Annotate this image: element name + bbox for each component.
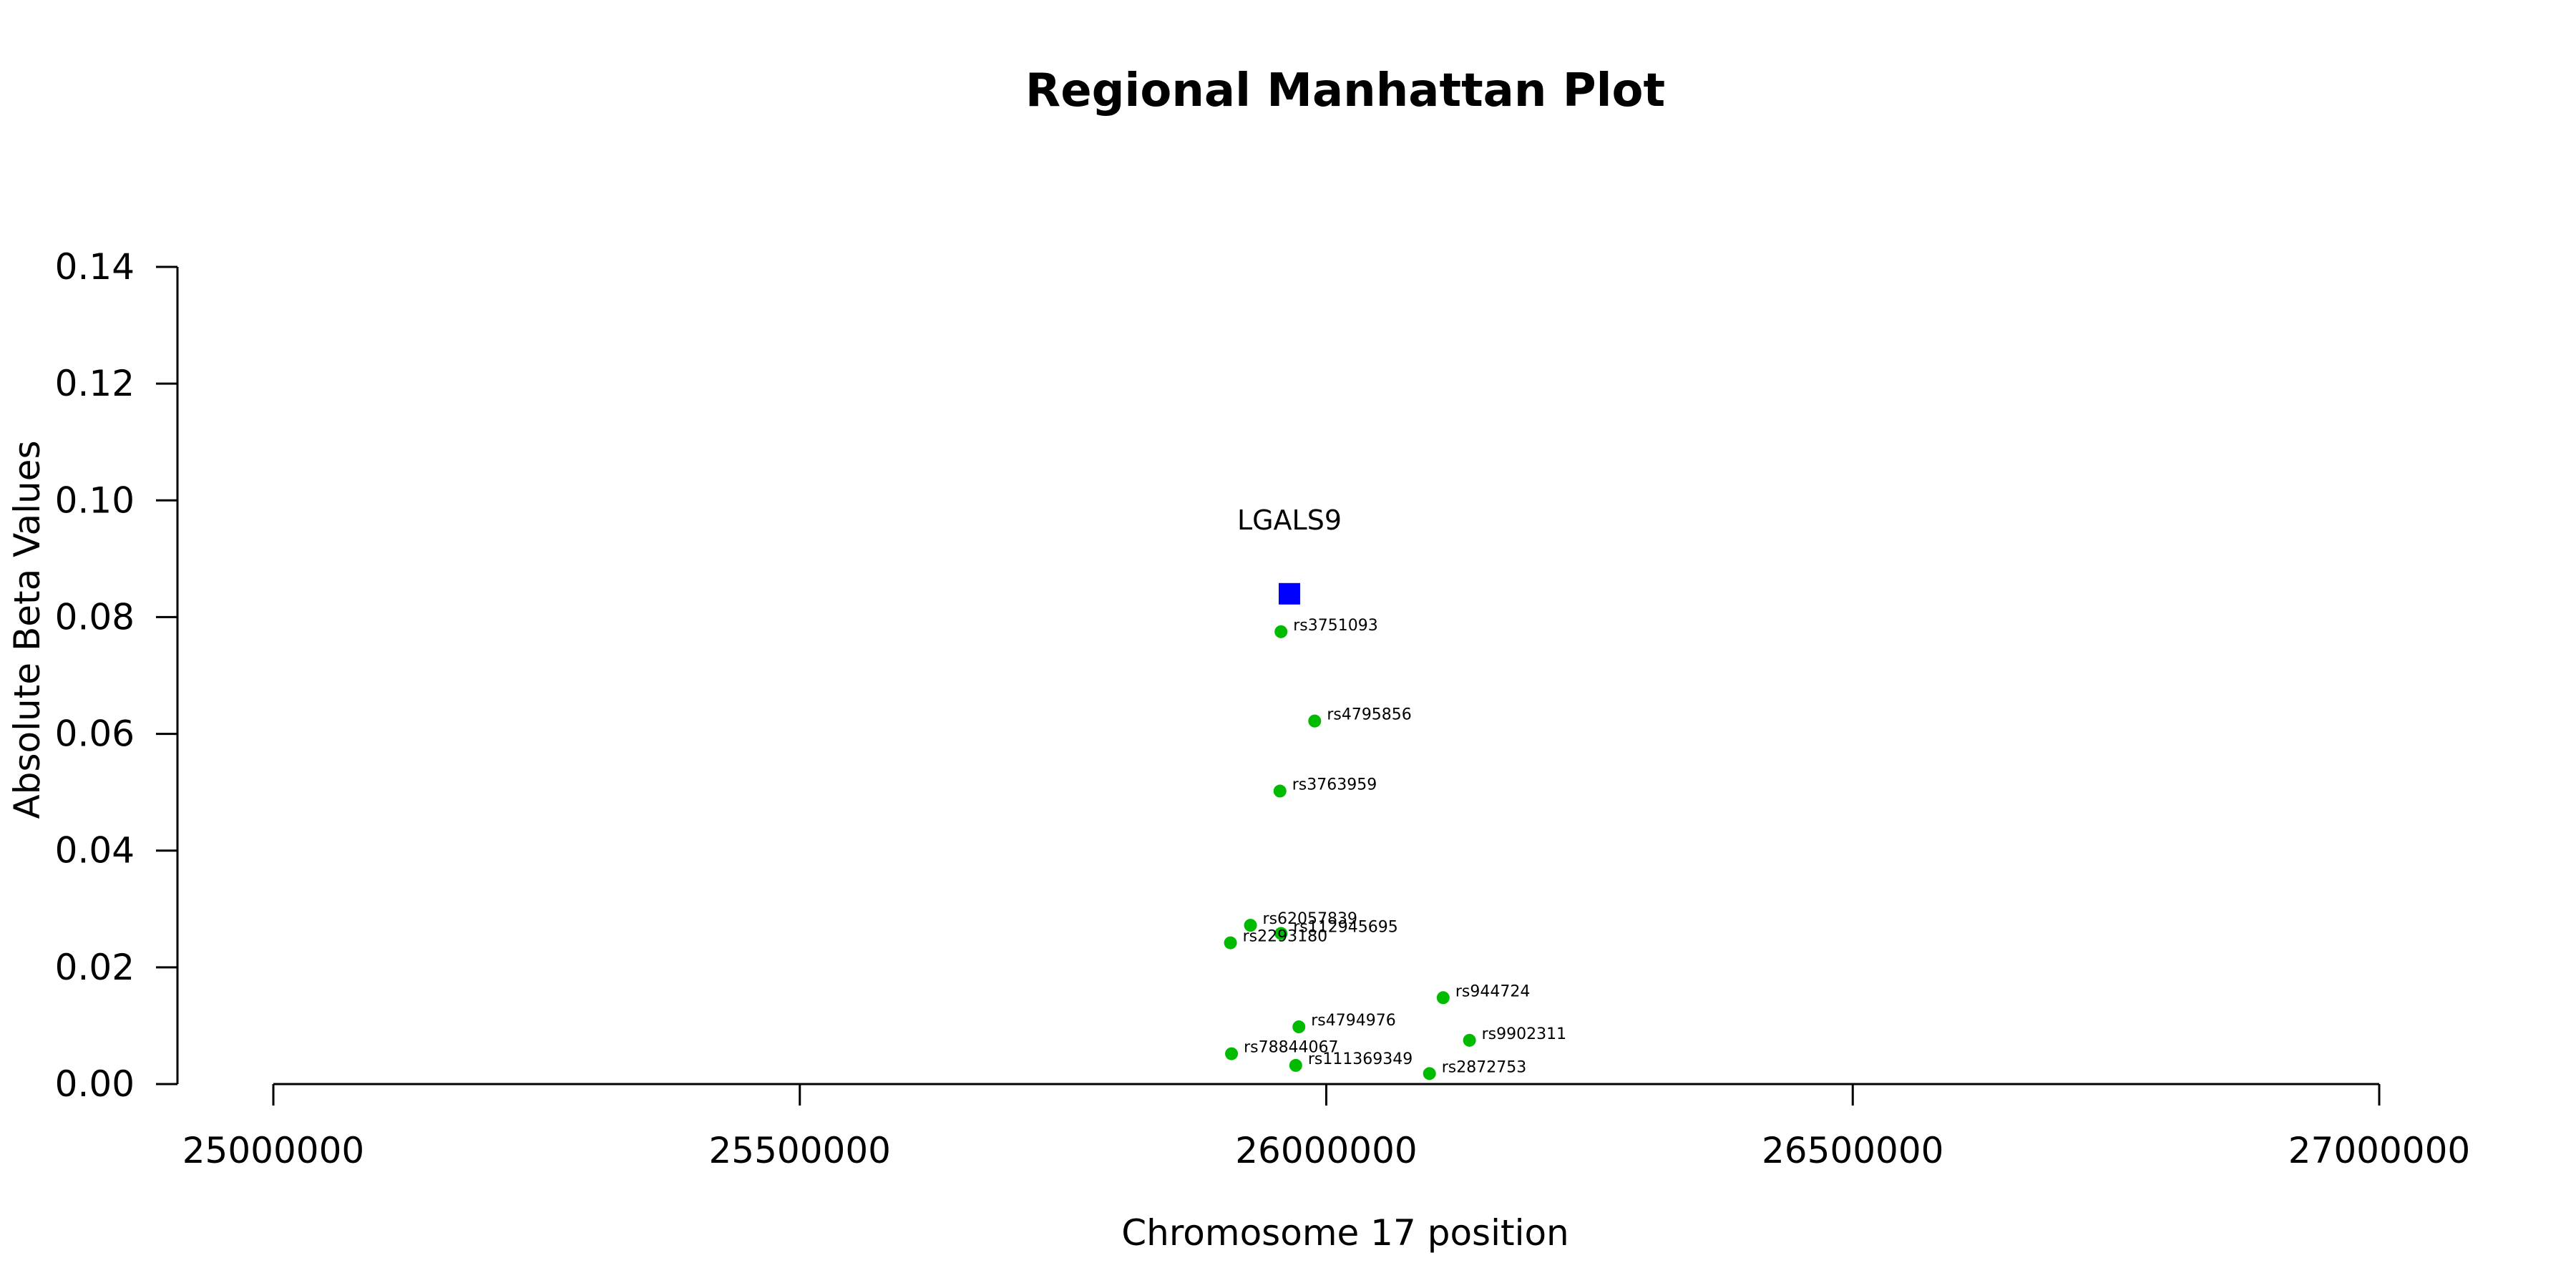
snp-point <box>1423 1067 1436 1080</box>
snp-point <box>1289 1058 1302 1072</box>
y-tick-label: 0.00 <box>55 1063 135 1105</box>
chart-title: Regional Manhattan Plot <box>1025 64 1665 117</box>
data-points: rs3751093rs4795856rs3763959rs62057839rs1… <box>1224 504 1567 1080</box>
snp-point <box>1225 1047 1239 1060</box>
x-tick-label: 26500000 <box>1762 1130 1944 1171</box>
snp-point <box>1274 625 1288 638</box>
snp-label: rs944724 <box>1455 982 1530 1000</box>
snp-point <box>1308 714 1322 728</box>
x-tick-label: 25000000 <box>182 1130 365 1171</box>
x-tick-label: 25500000 <box>709 1130 892 1171</box>
snp-label: rs111369349 <box>1308 1050 1413 1068</box>
y-axis-label: Absolute Beta Values <box>6 441 48 819</box>
snp-label: rs4794976 <box>1311 1012 1396 1030</box>
snp-label: rs2872753 <box>1442 1058 1527 1076</box>
y-tick-label: 0.12 <box>55 363 135 404</box>
snp-point <box>1463 1033 1476 1047</box>
axes: 0.00 0.02 0.04 0.06 0.08 0.10 0.12 0.14 25000000… <box>55 246 2471 1171</box>
snp-label: rs78844067 <box>1244 1039 1338 1057</box>
gene-label: LGALS9 <box>1237 504 1342 536</box>
y-tick-label: 0.14 <box>55 246 135 288</box>
y-tick-label: 0.02 <box>55 947 135 988</box>
snp-point <box>1436 991 1450 1005</box>
snp-point <box>1274 927 1288 940</box>
snp-label: rs62057839 <box>1263 910 1357 928</box>
y-tick-label: 0.08 <box>55 596 135 638</box>
snp-label: rs3751093 <box>1293 617 1378 635</box>
snp-label: rs2293180 <box>1243 928 1328 946</box>
x-axis-label: Chromosome 17 position <box>1121 1212 1569 1254</box>
gene-marker <box>1278 582 1300 605</box>
y-tick-label: 0.04 <box>55 830 135 872</box>
x-tick-label: 26000000 <box>1235 1130 1418 1171</box>
snp-label: rs112945695 <box>1293 919 1397 937</box>
snp-point <box>1292 1020 1306 1034</box>
y-tick-label: 0.10 <box>55 479 135 521</box>
x-tick-label: 27000000 <box>2288 1130 2471 1171</box>
y-tick-label: 0.06 <box>55 713 135 755</box>
snp-label: rs4795856 <box>1327 706 1412 724</box>
snp-point <box>1224 936 1237 950</box>
snp-point <box>1244 919 1257 932</box>
snp-point <box>1273 784 1287 798</box>
snp-label: rs3763959 <box>1292 776 1377 794</box>
snp-label: rs9902311 <box>1482 1025 1567 1043</box>
